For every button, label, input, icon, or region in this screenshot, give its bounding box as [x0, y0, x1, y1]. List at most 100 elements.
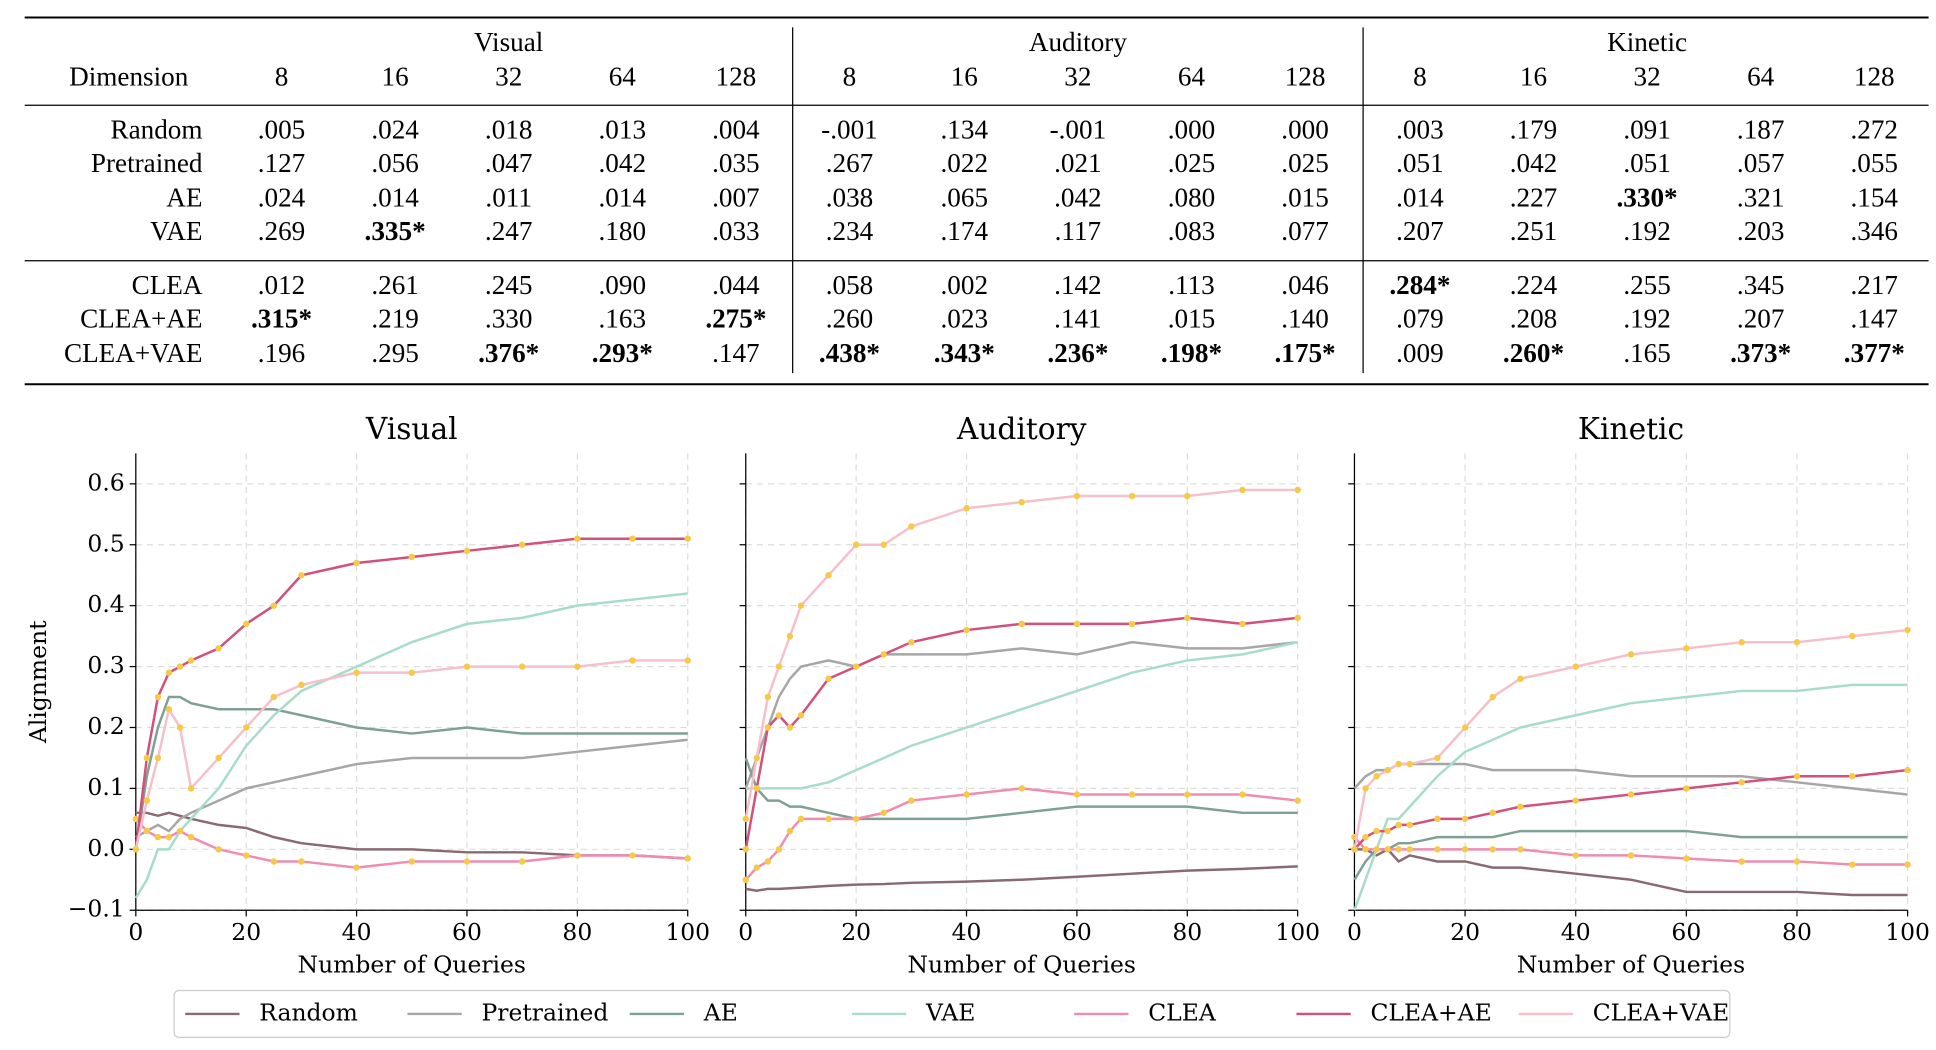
cell: .015 [1281, 183, 1329, 213]
cell: .180 [599, 216, 647, 246]
cell: .015 [1168, 304, 1216, 334]
cell: .346 [1850, 216, 1898, 246]
series-marker [1489, 809, 1496, 816]
series-marker [1904, 626, 1911, 634]
cell: .065 [941, 183, 989, 213]
series-marker [270, 693, 278, 701]
series-line [745, 640, 1298, 790]
legend-box [173, 989, 1731, 1039]
cell: .055 [1850, 148, 1898, 178]
series-marker [1489, 846, 1496, 853]
cell: .012 [258, 270, 306, 300]
series-marker [242, 620, 250, 628]
series-marker [753, 785, 761, 792]
cell: .208 [1510, 304, 1558, 334]
cell: -.001 [821, 115, 878, 145]
series-marker [1434, 815, 1441, 823]
cell: .051 [1623, 148, 1671, 178]
cell: .321 [1737, 183, 1785, 213]
series-marker [176, 827, 184, 835]
series-marker [1384, 766, 1391, 774]
cell: .024 [258, 183, 306, 213]
series-marker [176, 663, 184, 670]
series-marker [165, 833, 173, 841]
dimension-header: 8 [275, 62, 289, 92]
table-header: Dimension [69, 62, 189, 92]
series-marker [1683, 785, 1690, 792]
x-tick-label: 40 [342, 918, 372, 946]
series-marker [908, 639, 915, 646]
cell: .007 [712, 183, 760, 213]
series-marker [880, 809, 887, 816]
x-tick-label: 60 [452, 918, 482, 946]
series-marker [908, 797, 915, 804]
cell: .260* [1503, 338, 1564, 368]
cell: .147 [712, 338, 760, 368]
series-marker [908, 523, 915, 530]
cell: .147 [1850, 304, 1898, 334]
series-marker [880, 541, 887, 548]
series-marker [1738, 639, 1745, 646]
series-marker [270, 858, 278, 865]
series-line [744, 616, 1298, 850]
cell: .267 [826, 148, 874, 178]
series-marker [1904, 861, 1911, 868]
series-marker [1572, 852, 1579, 859]
cell: .438* [819, 338, 880, 368]
cell: .005 [258, 115, 306, 145]
series-marker [1461, 815, 1469, 823]
x-axis-label: Number of Queries [1517, 950, 1745, 978]
series-marker [1849, 773, 1856, 780]
series-marker [1384, 846, 1391, 853]
series-marker [764, 693, 772, 701]
cell: .345 [1737, 270, 1785, 300]
series-marker [298, 681, 305, 689]
cell: .192 [1623, 216, 1671, 246]
series-marker [852, 541, 860, 548]
cell: .141 [1054, 304, 1102, 334]
series-marker [1351, 846, 1358, 853]
series-marker [518, 858, 526, 865]
cell: -.001 [1050, 115, 1107, 145]
cell: .014 [371, 183, 419, 213]
cell: .038 [826, 183, 874, 213]
cell: .227 [1510, 183, 1558, 213]
series-marker [270, 602, 278, 609]
series-marker [753, 754, 761, 762]
series-marker [574, 852, 581, 859]
series-marker [1738, 779, 1745, 786]
series-marker [629, 535, 636, 542]
cell: .033 [712, 216, 760, 246]
series-marker [408, 553, 415, 561]
chart-title: Kinetic [1578, 411, 1684, 446]
cell: .056 [371, 148, 419, 178]
cell: .009 [1396, 338, 1444, 368]
series-marker [786, 724, 794, 731]
series-marker [742, 876, 749, 883]
series-marker [1128, 492, 1136, 500]
series-marker [1517, 803, 1524, 810]
cell: .134 [941, 115, 989, 145]
y-tick-label: 0.0 [87, 834, 124, 862]
cell: .091 [1623, 115, 1671, 145]
chart-title: Visual [365, 411, 458, 446]
cell: .025 [1281, 148, 1329, 178]
series-marker [132, 815, 140, 823]
y-tick-label: 0.6 [87, 468, 124, 496]
series-marker [1239, 620, 1246, 628]
chart-title: Auditory [956, 411, 1087, 446]
series-marker [764, 858, 772, 865]
cell: .000 [1281, 115, 1329, 145]
series-marker [215, 645, 222, 652]
series-marker [408, 669, 415, 676]
series-marker [775, 663, 783, 670]
cell: .058 [826, 270, 874, 300]
series-marker [775, 712, 783, 719]
series-marker [1683, 855, 1690, 862]
series-marker [825, 675, 832, 682]
cell: .377* [1844, 338, 1905, 368]
series-marker [1128, 791, 1136, 798]
dimension-header: 128 [716, 62, 757, 92]
cell: .293* [592, 338, 653, 368]
